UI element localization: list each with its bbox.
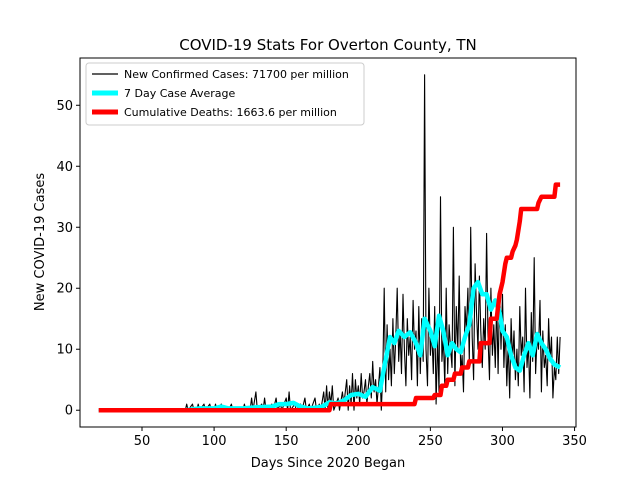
y-tick-label: 50 xyxy=(56,99,73,114)
legend-label-new-cases: New Confirmed Cases: 71700 per million xyxy=(124,68,349,81)
plot-frame xyxy=(79,57,577,428)
legend: New Confirmed Cases: 71700 per million 7… xyxy=(85,62,365,126)
x-tick-label: 50 xyxy=(134,434,151,449)
data-layer xyxy=(98,74,562,413)
x-tick-label: 300 xyxy=(490,434,515,449)
x-tick-label: 150 xyxy=(274,434,299,449)
chart-title: COVID-19 Stats For Overton County, TN xyxy=(179,36,477,54)
y-tick-label: 10 xyxy=(56,343,73,358)
y-tick-label: 20 xyxy=(56,282,73,297)
y-axis-label: New COVID-19 Cases xyxy=(33,173,48,311)
series-line-2 xyxy=(98,182,561,413)
legend-label-7day-average: 7 Day Case Average xyxy=(124,87,236,100)
series-line-1 xyxy=(98,279,562,413)
x-axis-ticks: 50 100 150 200 250 300 350 xyxy=(134,427,587,449)
y-tick-label: 0 xyxy=(65,404,73,419)
x-tick-label: 100 xyxy=(202,434,227,449)
x-tick-label: 200 xyxy=(346,434,371,449)
y-tick-label: 40 xyxy=(56,160,73,175)
x-tick-label: 350 xyxy=(562,434,587,449)
y-tick-label: 30 xyxy=(56,221,73,236)
x-tick-label: 250 xyxy=(418,434,443,449)
y-axis-ticks: 0 10 20 30 40 50 xyxy=(56,99,80,419)
x-axis-label: Days Since 2020 Began xyxy=(251,456,406,471)
legend-box xyxy=(85,62,365,126)
legend-label-cumulative-deaths: Cumulative Deaths: 1663.6 per million xyxy=(124,106,337,119)
